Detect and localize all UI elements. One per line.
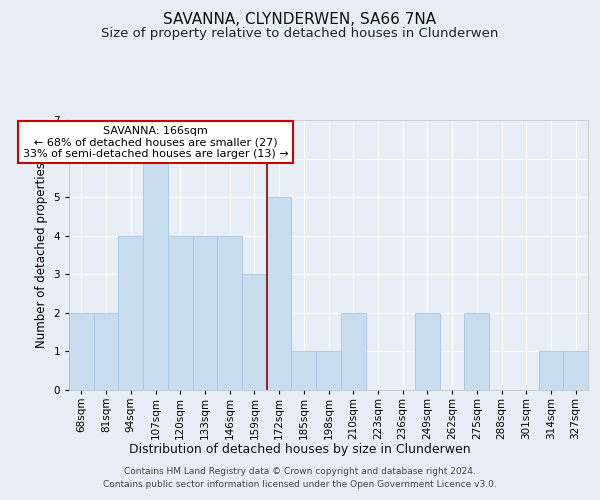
Bar bbox=[118, 236, 143, 390]
Text: Contains public sector information licensed under the Open Government Licence v3: Contains public sector information licen… bbox=[103, 480, 497, 489]
Bar bbox=[168, 236, 193, 390]
Bar bbox=[292, 352, 316, 390]
Bar bbox=[217, 236, 242, 390]
Bar bbox=[316, 352, 341, 390]
Text: SAVANNA: 166sqm
← 68% of detached houses are smaller (27)
33% of semi-detached h: SAVANNA: 166sqm ← 68% of detached houses… bbox=[23, 126, 289, 159]
Bar bbox=[94, 313, 118, 390]
Bar bbox=[267, 197, 292, 390]
Bar bbox=[563, 352, 588, 390]
Text: SAVANNA, CLYNDERWEN, SA66 7NA: SAVANNA, CLYNDERWEN, SA66 7NA bbox=[163, 12, 437, 28]
Bar bbox=[69, 313, 94, 390]
Y-axis label: Number of detached properties: Number of detached properties bbox=[35, 162, 48, 348]
Text: Distribution of detached houses by size in Clunderwen: Distribution of detached houses by size … bbox=[129, 442, 471, 456]
Bar bbox=[415, 313, 440, 390]
Bar bbox=[464, 313, 489, 390]
Text: Contains HM Land Registry data © Crown copyright and database right 2024.: Contains HM Land Registry data © Crown c… bbox=[124, 467, 476, 476]
Bar bbox=[539, 352, 563, 390]
Text: Size of property relative to detached houses in Clunderwen: Size of property relative to detached ho… bbox=[101, 28, 499, 40]
Bar bbox=[341, 313, 365, 390]
Bar bbox=[143, 158, 168, 390]
Bar bbox=[193, 236, 217, 390]
Bar bbox=[242, 274, 267, 390]
